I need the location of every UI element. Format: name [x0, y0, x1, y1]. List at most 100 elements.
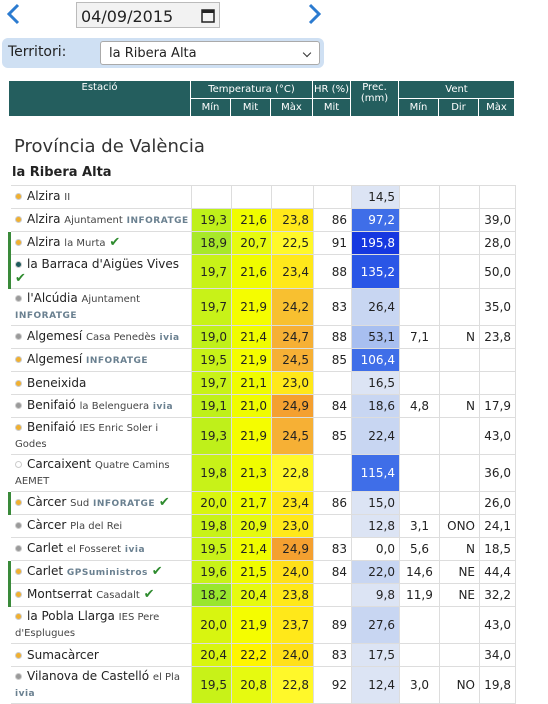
status-dot	[15, 239, 22, 246]
cell-value: 24,2	[282, 300, 309, 314]
cell-value: 22,8	[282, 678, 309, 692]
value-cell: 19,3	[191, 208, 232, 232]
station-cell: Algemesí INFORATGE	[9, 348, 192, 372]
value-cell: 83	[313, 643, 352, 667]
date-input[interactable]: 04/09/2015	[76, 2, 220, 28]
value-cell: 21,4	[231, 325, 272, 349]
value-cell	[439, 254, 480, 289]
cell-value: 19,5	[200, 353, 227, 367]
cell-value: 92	[331, 678, 347, 692]
cell-value: 20,0	[200, 496, 227, 510]
cell-value: 84	[331, 565, 347, 579]
cell-value: 89	[331, 618, 347, 632]
cell-value: 83	[331, 648, 347, 662]
value-cell: 24,7	[271, 325, 314, 349]
cell-value: 21,3	[240, 466, 267, 480]
value-cell: 115,4	[351, 454, 400, 492]
cell-value: ONO	[447, 519, 475, 533]
cell-value: 24,0	[282, 648, 309, 662]
cell-value: 21,7	[240, 496, 267, 510]
value-cell	[439, 371, 480, 395]
value-cell: 21,5	[231, 560, 272, 584]
value-cell: 19,7	[191, 371, 232, 395]
value-cell	[271, 185, 314, 209]
station-cell: Montserrat Casadalt ✔	[8, 583, 192, 607]
station-header: Estació	[8, 80, 191, 117]
prev-day[interactable]	[4, 2, 24, 26]
region-title: la Ribera Alta	[12, 165, 112, 180]
station-row: Sumacàrcer 20,4 22,2 24,0 83 17,5 34,0	[9, 643, 516, 667]
table-header: Estació Temperatura (°C) HR (%) Prec. (m…	[8, 80, 515, 117]
value-cell	[399, 208, 440, 232]
value-cell: 22,2	[231, 643, 272, 667]
value-cell: 3,0	[399, 666, 440, 704]
value-cell: 11,9	[399, 583, 440, 607]
value-cell: 43,0	[479, 417, 516, 455]
value-cell: 22,8	[271, 454, 314, 492]
network-brand: INFORATGE	[126, 216, 189, 226]
station-name: Sumacàrcer	[27, 648, 99, 662]
hr-header: HR (%)	[312, 80, 351, 99]
cell-value: 22,8	[282, 466, 309, 480]
cell-value: 18,6	[368, 399, 395, 413]
value-cell	[399, 371, 440, 395]
value-cell: 24,0	[271, 560, 314, 584]
cell-value: 106,4	[360, 353, 395, 367]
cell-value: 115,4	[360, 466, 395, 480]
status-dot	[15, 295, 22, 302]
territory-label: Territori:	[8, 44, 67, 60]
value-cell: 14,5	[351, 185, 400, 209]
station-sub: la Belenguera	[79, 401, 150, 412]
value-cell: 84	[313, 560, 352, 584]
verified-check: ✔	[15, 271, 26, 286]
status-dot	[15, 522, 22, 529]
value-cell: 106,4	[351, 348, 400, 372]
station-row: Algemesí INFORATGE 19,5 21,9 24,5 85 106,4	[9, 348, 516, 372]
station-cell: Benifaió IES Enric Soler i Godes	[9, 417, 192, 455]
next-day[interactable]	[304, 2, 324, 26]
value-cell: 5,6	[399, 537, 440, 561]
network-brand: INFORATGE	[15, 311, 78, 321]
value-cell	[479, 185, 516, 209]
value-cell: 17,9	[479, 394, 516, 418]
cell-value: 135,2	[360, 264, 395, 279]
value-cell: 18,2	[191, 583, 232, 607]
cell-value: 20,7	[240, 236, 267, 250]
cell-value: 24,5	[282, 353, 309, 367]
value-cell: 19,0	[191, 325, 232, 349]
value-cell	[399, 185, 440, 209]
wind-header: Vent	[398, 80, 515, 99]
value-cell: 20,9	[231, 514, 272, 538]
station-name: Algemesí	[27, 329, 83, 343]
station-name: Alzira	[27, 235, 61, 249]
cell-value: 21,9	[240, 429, 267, 443]
cell-value: 9,8	[375, 588, 395, 602]
cell-value: 22,5	[282, 236, 309, 250]
cell-value: 17,5	[368, 648, 395, 662]
territory-select[interactable]: la Ribera Alta	[100, 41, 320, 65]
cell-value: 23,8	[282, 588, 309, 602]
value-cell: 44,4	[479, 560, 516, 584]
cell-value: 88	[331, 264, 347, 279]
calendar-icon[interactable]	[201, 7, 215, 23]
cell-value: 20,8	[240, 678, 267, 692]
station-cell: la Barraca d'Aigües Vives ✔	[8, 254, 192, 289]
network-brand: INFORATGE	[86, 356, 149, 366]
cell-value: 21,6	[240, 213, 267, 227]
value-cell: 19,8	[479, 666, 516, 704]
value-cell: 91	[313, 231, 352, 255]
station-sub: IES Pere d'Esplugues	[15, 612, 160, 639]
cell-value: 21,9	[240, 353, 267, 367]
territory-bar: Territori: la Ribera Alta	[2, 38, 324, 68]
value-cell: 35,0	[479, 288, 516, 326]
value-cell: 0,0	[351, 537, 400, 561]
value-cell: 12,8	[351, 514, 400, 538]
cell-value: 23,0	[282, 519, 309, 533]
sub-header: Mín	[190, 98, 231, 117]
value-cell: 18,6	[351, 394, 400, 418]
province-title: Província de València	[14, 136, 205, 157]
station-name: Carlet	[27, 564, 64, 578]
station-cell: Beneixida	[9, 371, 192, 395]
cell-value: 19,8	[200, 466, 227, 480]
value-cell: 21,9	[231, 288, 272, 326]
